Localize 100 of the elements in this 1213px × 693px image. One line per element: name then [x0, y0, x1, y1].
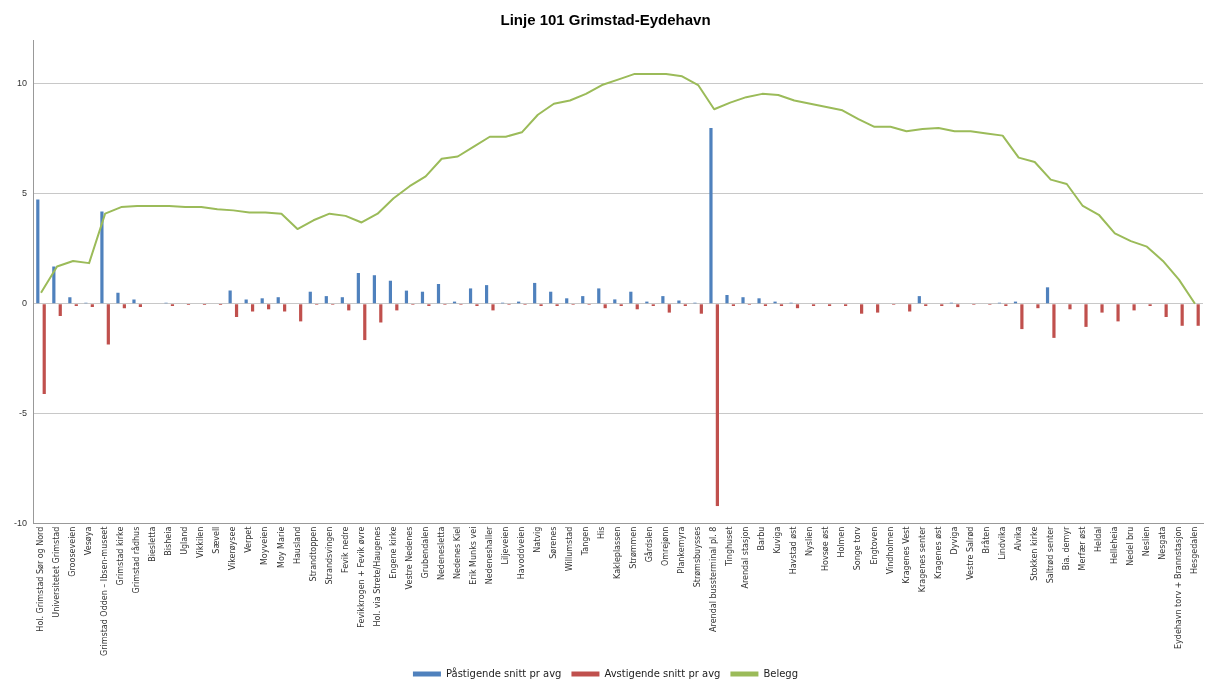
x-tick-label: Strømsbuysses — [693, 526, 703, 588]
x-tick-label: Kragenes senter — [917, 525, 927, 593]
bar — [1084, 304, 1088, 327]
y-tick-label: 5 — [21, 188, 28, 199]
bar — [132, 299, 136, 304]
x-tick-label: Grimstad Odden – Ibsen-museet — [100, 526, 110, 656]
x-tick-label: Vikerøysee — [228, 526, 238, 571]
bar — [468, 288, 473, 304]
bar — [565, 298, 569, 304]
bar — [372, 275, 376, 304]
x-tick-label: Hol. Grimstad Sør og Nord — [36, 526, 46, 632]
bar — [122, 304, 126, 309]
bar — [1068, 304, 1072, 310]
x-tick-label: Alvika — [1013, 526, 1023, 551]
bar — [260, 298, 264, 304]
x-tick-label: Heldal — [1093, 526, 1103, 553]
x-tick-label: Verpet — [244, 526, 254, 553]
bar — [363, 304, 367, 341]
bar — [267, 304, 271, 310]
bar — [340, 297, 344, 304]
x-tick-label: Arendal stasjon — [741, 526, 751, 589]
bar — [356, 273, 360, 304]
bar — [667, 304, 671, 313]
bar — [741, 297, 745, 304]
bar — [1045, 287, 1050, 304]
bar — [484, 285, 489, 304]
x-tick-label: Nesgata — [1158, 526, 1168, 560]
x-tick-label: Engene kirke — [388, 526, 398, 579]
bar — [1020, 304, 1024, 330]
x-tick-label: Liljeveien — [500, 526, 510, 565]
bar — [250, 304, 255, 312]
x-tick-label: Holmen — [837, 526, 847, 558]
x-tick-label: Kakleplassen — [613, 526, 623, 579]
bar — [597, 288, 601, 304]
x-tick-label: Lindvika — [997, 526, 1007, 560]
x-tick-label: Biesletta — [148, 526, 158, 562]
bar — [917, 296, 921, 304]
legend-label: Avstigende snitt pr avg — [604, 667, 721, 679]
y-tick-label: 0 — [21, 298, 28, 309]
bar — [283, 304, 287, 312]
legend-label: Belegg — [763, 667, 799, 679]
bar — [324, 296, 328, 304]
bar — [299, 304, 303, 322]
x-tick-label: Universitetet Grimstad — [52, 526, 62, 618]
x-tick-label: Natvig — [532, 526, 542, 553]
x-tick-label: Nedenesletta — [436, 526, 446, 581]
bar — [276, 297, 280, 304]
bar — [42, 304, 46, 394]
x-tick-label: Vindholmen — [885, 526, 895, 575]
x-tick-label: Grimstad kirke — [116, 526, 126, 586]
bar — [661, 296, 665, 304]
x-tick-label: Nedenes Kiel — [452, 526, 462, 579]
x-tick-label: Merfær øst — [1077, 526, 1087, 571]
bar — [100, 211, 104, 304]
x-tick-label: Strømmen — [629, 526, 639, 569]
bar — [635, 304, 639, 310]
x-tick-label: Grooseveien — [68, 526, 78, 577]
x-tick-label: Fevikkrogen + Fevik øvre — [356, 526, 366, 628]
bar — [1116, 304, 1120, 322]
x-tick-label: Songe torv — [853, 526, 863, 571]
x-tick-label: Erik Munks vei — [468, 526, 478, 585]
bar — [1132, 304, 1136, 311]
bar — [860, 304, 864, 314]
bar — [709, 127, 713, 304]
x-tick-label: Fevik nedre — [340, 526, 350, 573]
bar — [908, 304, 912, 312]
bar — [1196, 304, 1200, 326]
bar — [956, 304, 960, 308]
bar — [68, 297, 72, 304]
bar — [106, 304, 110, 345]
x-tick-label: Hol. via Strete/Haugenes — [372, 526, 382, 627]
y-tick-label: -5 — [18, 408, 28, 419]
x-tick-label: Nedeneshaller — [484, 525, 494, 585]
bar — [90, 304, 94, 308]
bar — [757, 298, 761, 304]
bar — [699, 304, 703, 314]
x-tick-label: Saltrød senter — [1045, 525, 1055, 584]
x-tick-label: Kragenes øst — [933, 526, 943, 579]
bar — [36, 199, 40, 304]
x-tick-label: Barbu — [757, 526, 767, 551]
x-tick-label: Bia. demyr — [1061, 525, 1071, 571]
x-tick-label: Kragenes Vest — [901, 526, 911, 584]
x-tick-label: Vestre Salrød — [965, 526, 975, 580]
x-tick-label: Dyviga — [949, 526, 959, 555]
x-tick-label: Bråten — [980, 526, 991, 554]
x-tick-label: Sævell — [212, 526, 222, 554]
x-tick-label: Helleheia — [1109, 526, 1119, 565]
x-tick-label: Grimstad rådhus — [131, 526, 142, 594]
x-tick-label: Nyslien — [805, 526, 815, 556]
bar — [1100, 304, 1104, 313]
x-tick-label: Tinghuset — [725, 526, 735, 568]
legend-label: Påstigende snitt pr avg — [445, 666, 562, 679]
x-tick-label: Arendal bussterminal pl. 8 — [709, 526, 719, 632]
x-tick-label: His — [597, 526, 607, 540]
x-tick-label: Moy Marie — [276, 526, 286, 568]
y-tick-label: -10 — [13, 518, 28, 529]
x-tick-label: Hovsøe øst — [821, 526, 831, 572]
bar — [1052, 304, 1056, 338]
x-tick-label: Willumstad — [565, 526, 574, 572]
x-tick-label: Hesgedalen — [1190, 526, 1200, 574]
